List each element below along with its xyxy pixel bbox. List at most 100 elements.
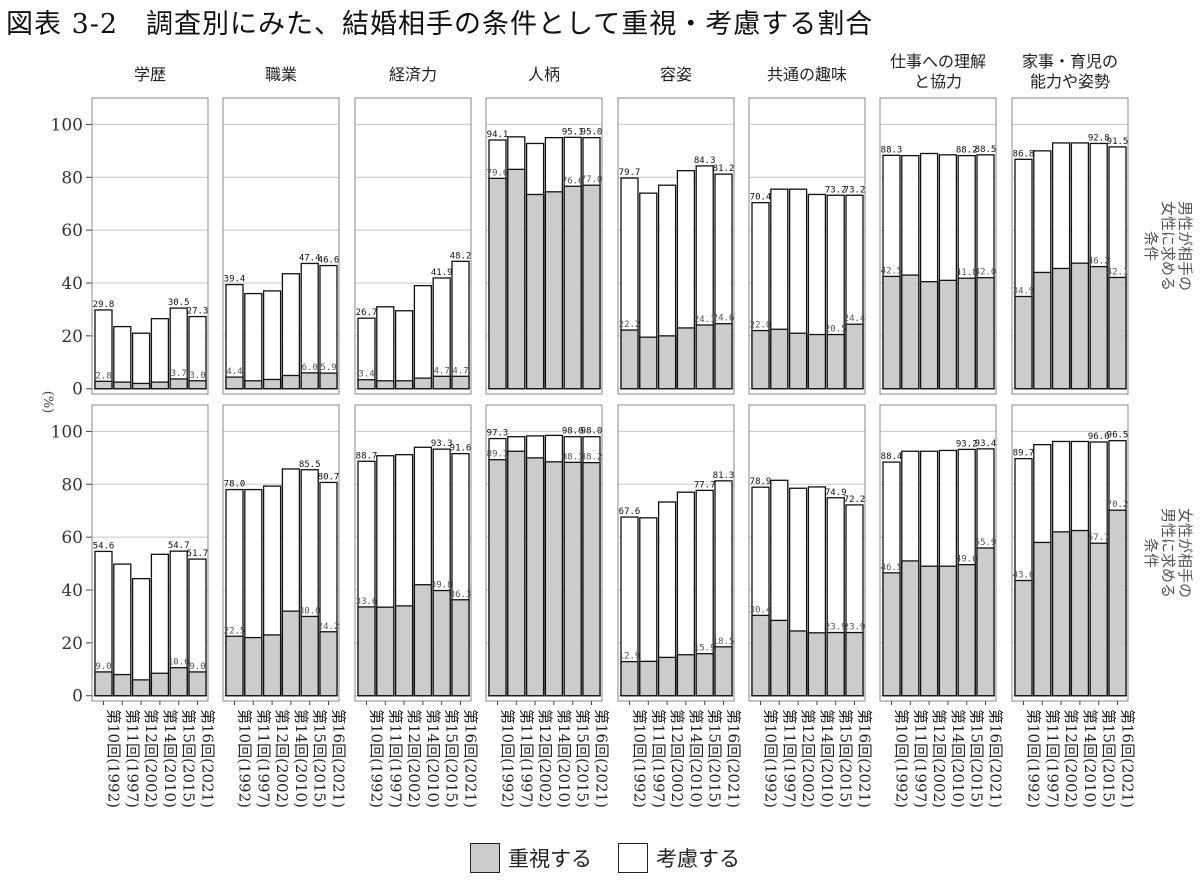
bar-consider bbox=[150, 318, 170, 390]
emphasize-value-label: 30.0 bbox=[299, 606, 321, 616]
x-tick-label: 第11回(1997) bbox=[123, 709, 141, 808]
emphasize-value-label: 42.5 bbox=[881, 266, 903, 276]
emphasize-value-label: 18.5 bbox=[713, 637, 735, 647]
total-value-label: 46.6 bbox=[318, 256, 340, 266]
total-value-label: 84.3 bbox=[694, 156, 716, 166]
bar-emphasize bbox=[770, 619, 789, 697]
bar-emphasize bbox=[225, 635, 244, 697]
bar-emphasize bbox=[751, 329, 770, 390]
x-tick-label: 第12回(2002) bbox=[405, 709, 423, 808]
x-tick-label: 第16回(2021) bbox=[725, 709, 743, 808]
bar-emphasize bbox=[582, 184, 601, 390]
bar-emphasize bbox=[826, 631, 845, 697]
x-tick-label: 第10回(1992) bbox=[105, 709, 123, 808]
emphasize-value-label: 6.0 bbox=[302, 363, 318, 373]
bar-consider bbox=[281, 273, 301, 390]
x-tick-label: 第10回(1992) bbox=[762, 709, 780, 808]
panel-frame bbox=[748, 97, 866, 395]
total-value-label: 48.2 bbox=[450, 251, 472, 261]
x-tick-label: 第15回(2015) bbox=[574, 709, 592, 808]
bar-emphasize bbox=[150, 672, 170, 697]
x-tick-label: 第16回(2021) bbox=[199, 709, 217, 808]
bar-emphasize bbox=[657, 335, 677, 390]
emphasize-value-label: 2.8 bbox=[95, 371, 111, 381]
bar-emphasize bbox=[94, 671, 113, 697]
total-value-label: 98.0 bbox=[581, 427, 603, 437]
bar-emphasize bbox=[1089, 265, 1108, 390]
total-value-label: 41.9 bbox=[431, 268, 453, 278]
bar-emphasize bbox=[845, 323, 864, 390]
total-value-label: 78.9 bbox=[750, 477, 772, 487]
bar-emphasize bbox=[507, 450, 526, 697]
emphasize-value-label: 46.2 bbox=[1088, 257, 1110, 267]
total-value-label: 92.8 bbox=[1088, 133, 1110, 143]
emphasize-value-label: 49.6 bbox=[956, 555, 978, 565]
legend-label-emphasize: 重視する bbox=[508, 847, 592, 871]
total-value-label: 72.2 bbox=[844, 495, 866, 505]
total-value-label: 73.2 bbox=[825, 185, 847, 195]
x-tick-label: 第15回(2015) bbox=[968, 709, 986, 808]
column-header: 学歴 bbox=[134, 65, 166, 84]
legend-item-emphasize: 重視する bbox=[470, 843, 592, 873]
panel-frame bbox=[1011, 404, 1129, 702]
bar-consider bbox=[113, 325, 132, 390]
total-value-label: 70.4 bbox=[750, 193, 772, 203]
panel-frame bbox=[1011, 97, 1129, 395]
x-tick-label: 第15回(2015) bbox=[180, 709, 198, 808]
bar-emphasize bbox=[262, 378, 282, 390]
x-tick-label: 第10回(1992) bbox=[1025, 709, 1043, 808]
bar-emphasize bbox=[150, 381, 170, 390]
x-tick-label: 第14回(2010) bbox=[818, 709, 836, 808]
bar-emphasize bbox=[620, 329, 639, 390]
y-axis-unit: (%) bbox=[40, 391, 55, 414]
panel-frame bbox=[617, 404, 735, 702]
bar-emphasize bbox=[544, 461, 564, 697]
total-value-label: 77.7 bbox=[694, 480, 716, 490]
column-header: 能力や姿勢 bbox=[1030, 72, 1110, 91]
bar-emphasize bbox=[639, 660, 658, 697]
y-tick-label: 80 bbox=[61, 475, 83, 495]
bar-emphasize bbox=[807, 632, 827, 697]
emphasize-value-label: 12.9 bbox=[619, 652, 641, 662]
bar-emphasize bbox=[770, 328, 789, 390]
emphasize-value-label: 42.0 bbox=[975, 268, 997, 278]
emphasize-value-label: 23.9 bbox=[844, 623, 866, 633]
bar-emphasize bbox=[957, 563, 976, 697]
total-value-label: 27.3 bbox=[187, 307, 209, 317]
bar-emphasize bbox=[1051, 531, 1071, 697]
emphasize-value-label: 9.0 bbox=[189, 662, 205, 672]
emphasize-value-label: 4.7 bbox=[452, 366, 468, 376]
bar-emphasize bbox=[919, 565, 939, 697]
bar-emphasize bbox=[1033, 541, 1052, 697]
bar-emphasize bbox=[131, 679, 151, 697]
x-tick-label: 第12回(2002) bbox=[536, 709, 554, 808]
x-tick-label: 第14回(2010) bbox=[424, 709, 442, 808]
y-tick-label: 60 bbox=[61, 221, 83, 241]
bar-emphasize bbox=[1051, 267, 1071, 390]
emphasize-value-label: 55.9 bbox=[975, 538, 997, 548]
emphasize-value-label: 46.5 bbox=[881, 563, 903, 573]
bar-emphasize bbox=[432, 589, 451, 697]
emphasize-value-label: 88.2 bbox=[581, 453, 603, 463]
total-value-label: 96.5 bbox=[1107, 431, 1129, 441]
emphasize-value-label: 41.8 bbox=[956, 268, 978, 278]
bar-emphasize bbox=[901, 560, 920, 697]
bar-emphasize bbox=[131, 382, 151, 390]
total-value-label: 88.7 bbox=[356, 451, 378, 461]
emphasize-value-label: 34.9 bbox=[1013, 286, 1035, 296]
total-value-label: 88.5 bbox=[975, 145, 997, 155]
x-tick-label: 第16回(2021) bbox=[593, 709, 611, 808]
y-tick-label: 40 bbox=[61, 581, 83, 601]
bar-emphasize bbox=[188, 671, 207, 697]
bar-emphasize bbox=[826, 333, 845, 390]
emphasize-value-label: 3.0 bbox=[189, 371, 205, 381]
column-header: 人柄 bbox=[528, 65, 560, 84]
bar-emphasize bbox=[225, 376, 244, 390]
bar-emphasize bbox=[1014, 295, 1033, 390]
y-tick-label: 0 bbox=[72, 380, 83, 400]
panel-frame bbox=[485, 97, 603, 395]
bar-emphasize bbox=[451, 599, 470, 697]
x-tick-label: 第14回(2010) bbox=[555, 709, 573, 808]
total-value-label: 96.0 bbox=[1088, 432, 1110, 442]
x-tick-label: 第16回(2021) bbox=[462, 709, 480, 808]
